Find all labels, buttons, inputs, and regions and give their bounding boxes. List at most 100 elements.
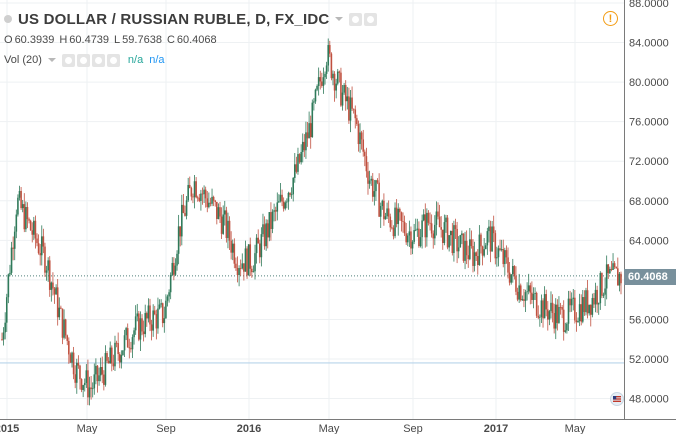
candle-body (405, 233, 407, 243)
candle (13, 226, 16, 261)
candle (414, 218, 417, 232)
candle (150, 319, 153, 341)
candle-body (368, 180, 371, 184)
add-icon[interactable] (91, 53, 105, 67)
candle-body (529, 285, 532, 293)
candle (519, 283, 522, 302)
settings-icon[interactable] (364, 12, 378, 26)
candle-body (441, 229, 444, 243)
candle-body (435, 211, 438, 225)
symbol-title[interactable]: US DOLLAR / RUSSIAN RUBLE, D, FX_IDC (18, 10, 330, 28)
candle (462, 233, 465, 263)
candle (104, 345, 107, 387)
candle-body (190, 188, 193, 197)
eye-icon[interactable] (349, 12, 363, 26)
candle-body (64, 319, 67, 336)
candle-body (165, 300, 167, 319)
candle-body (453, 225, 455, 254)
candle (214, 199, 217, 207)
candle (325, 61, 328, 79)
candle-body (179, 226, 182, 237)
candle (508, 262, 511, 286)
candle (534, 287, 536, 300)
candle-body (297, 154, 299, 172)
flag-logo-icon[interactable] (610, 392, 624, 406)
candle (453, 220, 455, 262)
candle-body (271, 211, 274, 229)
y-tick-label: 68.0000 (629, 196, 669, 208)
chevron-down-icon[interactable] (335, 17, 344, 21)
candle-body (55, 287, 57, 295)
candle (383, 193, 385, 226)
candle-body (494, 233, 497, 259)
candle-body (146, 313, 148, 319)
candle-body (534, 292, 536, 294)
candle-body (469, 239, 471, 260)
candle-body (254, 253, 256, 272)
candle (88, 376, 91, 406)
candle (209, 197, 212, 207)
candle (364, 149, 366, 167)
candle (17, 194, 19, 217)
candle (469, 227, 471, 261)
price-axis[interactable]: 88.0000 84.0000 80.0000 76.0000 72.0000 68.00… (629, 0, 669, 406)
candle (268, 212, 271, 242)
candle (389, 213, 392, 232)
candle-body (300, 152, 302, 163)
chevron-down-icon[interactable] (47, 58, 56, 62)
candle-body (483, 249, 485, 256)
candle (459, 234, 462, 248)
candle (39, 244, 41, 266)
candle-body (543, 294, 546, 319)
candle (543, 286, 546, 319)
eye-icon[interactable] (61, 53, 75, 67)
candle (238, 265, 240, 287)
candle-body (233, 243, 236, 264)
candle-body (69, 354, 72, 363)
candle-body (77, 362, 80, 366)
candle-body (505, 250, 508, 258)
candle-body (25, 207, 27, 230)
candle (187, 177, 189, 203)
candle-body (332, 73, 334, 79)
warning-icon[interactable]: ! (603, 11, 618, 26)
candle (601, 272, 603, 299)
candle (435, 201, 438, 236)
candle-body (378, 182, 380, 217)
candle (109, 341, 112, 364)
candle-body (609, 268, 611, 274)
candle-body (266, 223, 269, 238)
candle-body (120, 355, 123, 363)
candle-body (542, 300, 544, 319)
candle-body (33, 220, 35, 235)
candle (42, 228, 45, 254)
candle-body (340, 72, 342, 106)
candle-body (445, 217, 447, 223)
candle-body (110, 347, 113, 364)
candle-body (74, 374, 76, 383)
volume-label[interactable]: Vol (20) (4, 54, 42, 66)
candle (427, 210, 430, 226)
candle-body (593, 297, 595, 305)
time-axis[interactable]: 2015 May Sep 2016 May Sep 2017 May (0, 423, 586, 434)
candle (496, 246, 498, 267)
candle (610, 261, 613, 272)
candle-body (93, 374, 96, 389)
close-icon[interactable] (106, 53, 120, 67)
candle-body (123, 335, 126, 351)
candle-body (519, 285, 522, 301)
settings-icon[interactable] (76, 53, 90, 67)
candle-body (467, 255, 470, 260)
candle (313, 98, 315, 111)
candle-body (182, 204, 185, 213)
candle (157, 297, 159, 334)
candle (217, 203, 220, 220)
candle-body (104, 353, 107, 385)
status-dot-icon (4, 15, 12, 23)
candle (25, 201, 27, 233)
candle-body (286, 201, 288, 203)
candle-body (50, 282, 53, 290)
candle (297, 147, 299, 175)
